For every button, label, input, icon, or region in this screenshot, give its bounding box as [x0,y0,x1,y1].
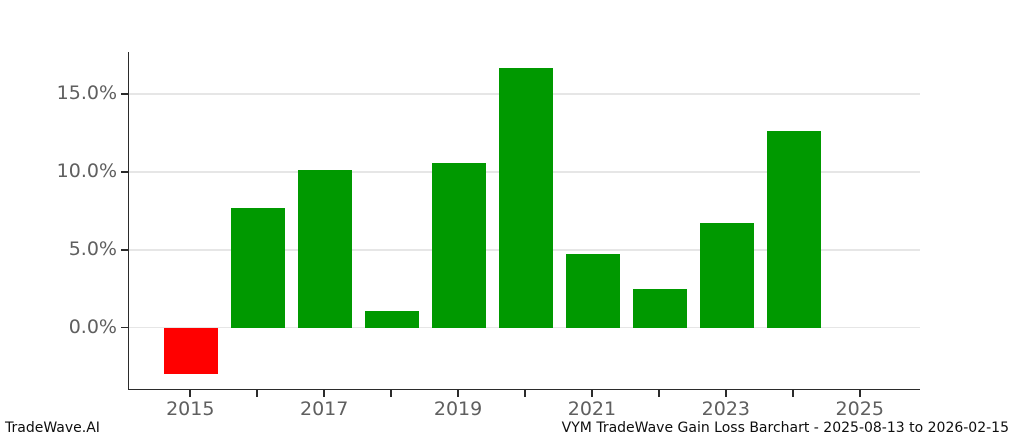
y-tick-label: 10.0% [56,160,117,183]
x-tick-label: 2015 [166,398,215,420]
bar-2023 [700,223,754,328]
bar-2016 [231,207,285,328]
x-tick-mark [791,390,794,397]
x-tick-mark [524,390,526,397]
y-tick-label: 15.0% [56,82,117,105]
x-tick-label: 2021 [567,398,617,420]
x-tick-mark [457,390,459,397]
plot-area [128,52,920,390]
x-tick-mark [658,390,660,397]
x-tick-label: 2019 [433,398,483,420]
x-tick-mark [323,390,325,397]
x-tick-mark [189,390,192,397]
bar-2024 [767,131,821,328]
y-tick-mark [121,326,128,329]
bar-2020 [499,67,553,328]
x-tick-mark [591,390,593,397]
y-gridline [129,326,920,329]
y-tick-mark [121,93,128,95]
x-tick-label: 2025 [835,398,884,420]
bar-2017 [298,170,352,328]
x-tick-label: 2017 [299,398,349,420]
x-tick-mark [390,390,392,397]
y-tick-label: 5.0% [68,237,117,260]
chart-title: VYM TradeWave Gain Loss Barchart - 2025-… [561,420,1009,436]
y-tick-mark [121,249,128,251]
x-tick-mark [858,390,861,397]
y-tick-label: 0.0% [68,315,117,338]
x-tick-mark [256,390,258,397]
bar-2015 [164,327,219,375]
bar-2021 [566,254,620,328]
x-tick-label: 2023 [701,398,751,420]
bar-2019 [432,162,486,328]
y-tick-mark [121,171,128,173]
x-tick-mark [725,390,727,397]
bar-2018 [365,310,419,328]
bar-2022 [633,288,687,328]
brand-label: TradeWave.AI [5,420,100,436]
